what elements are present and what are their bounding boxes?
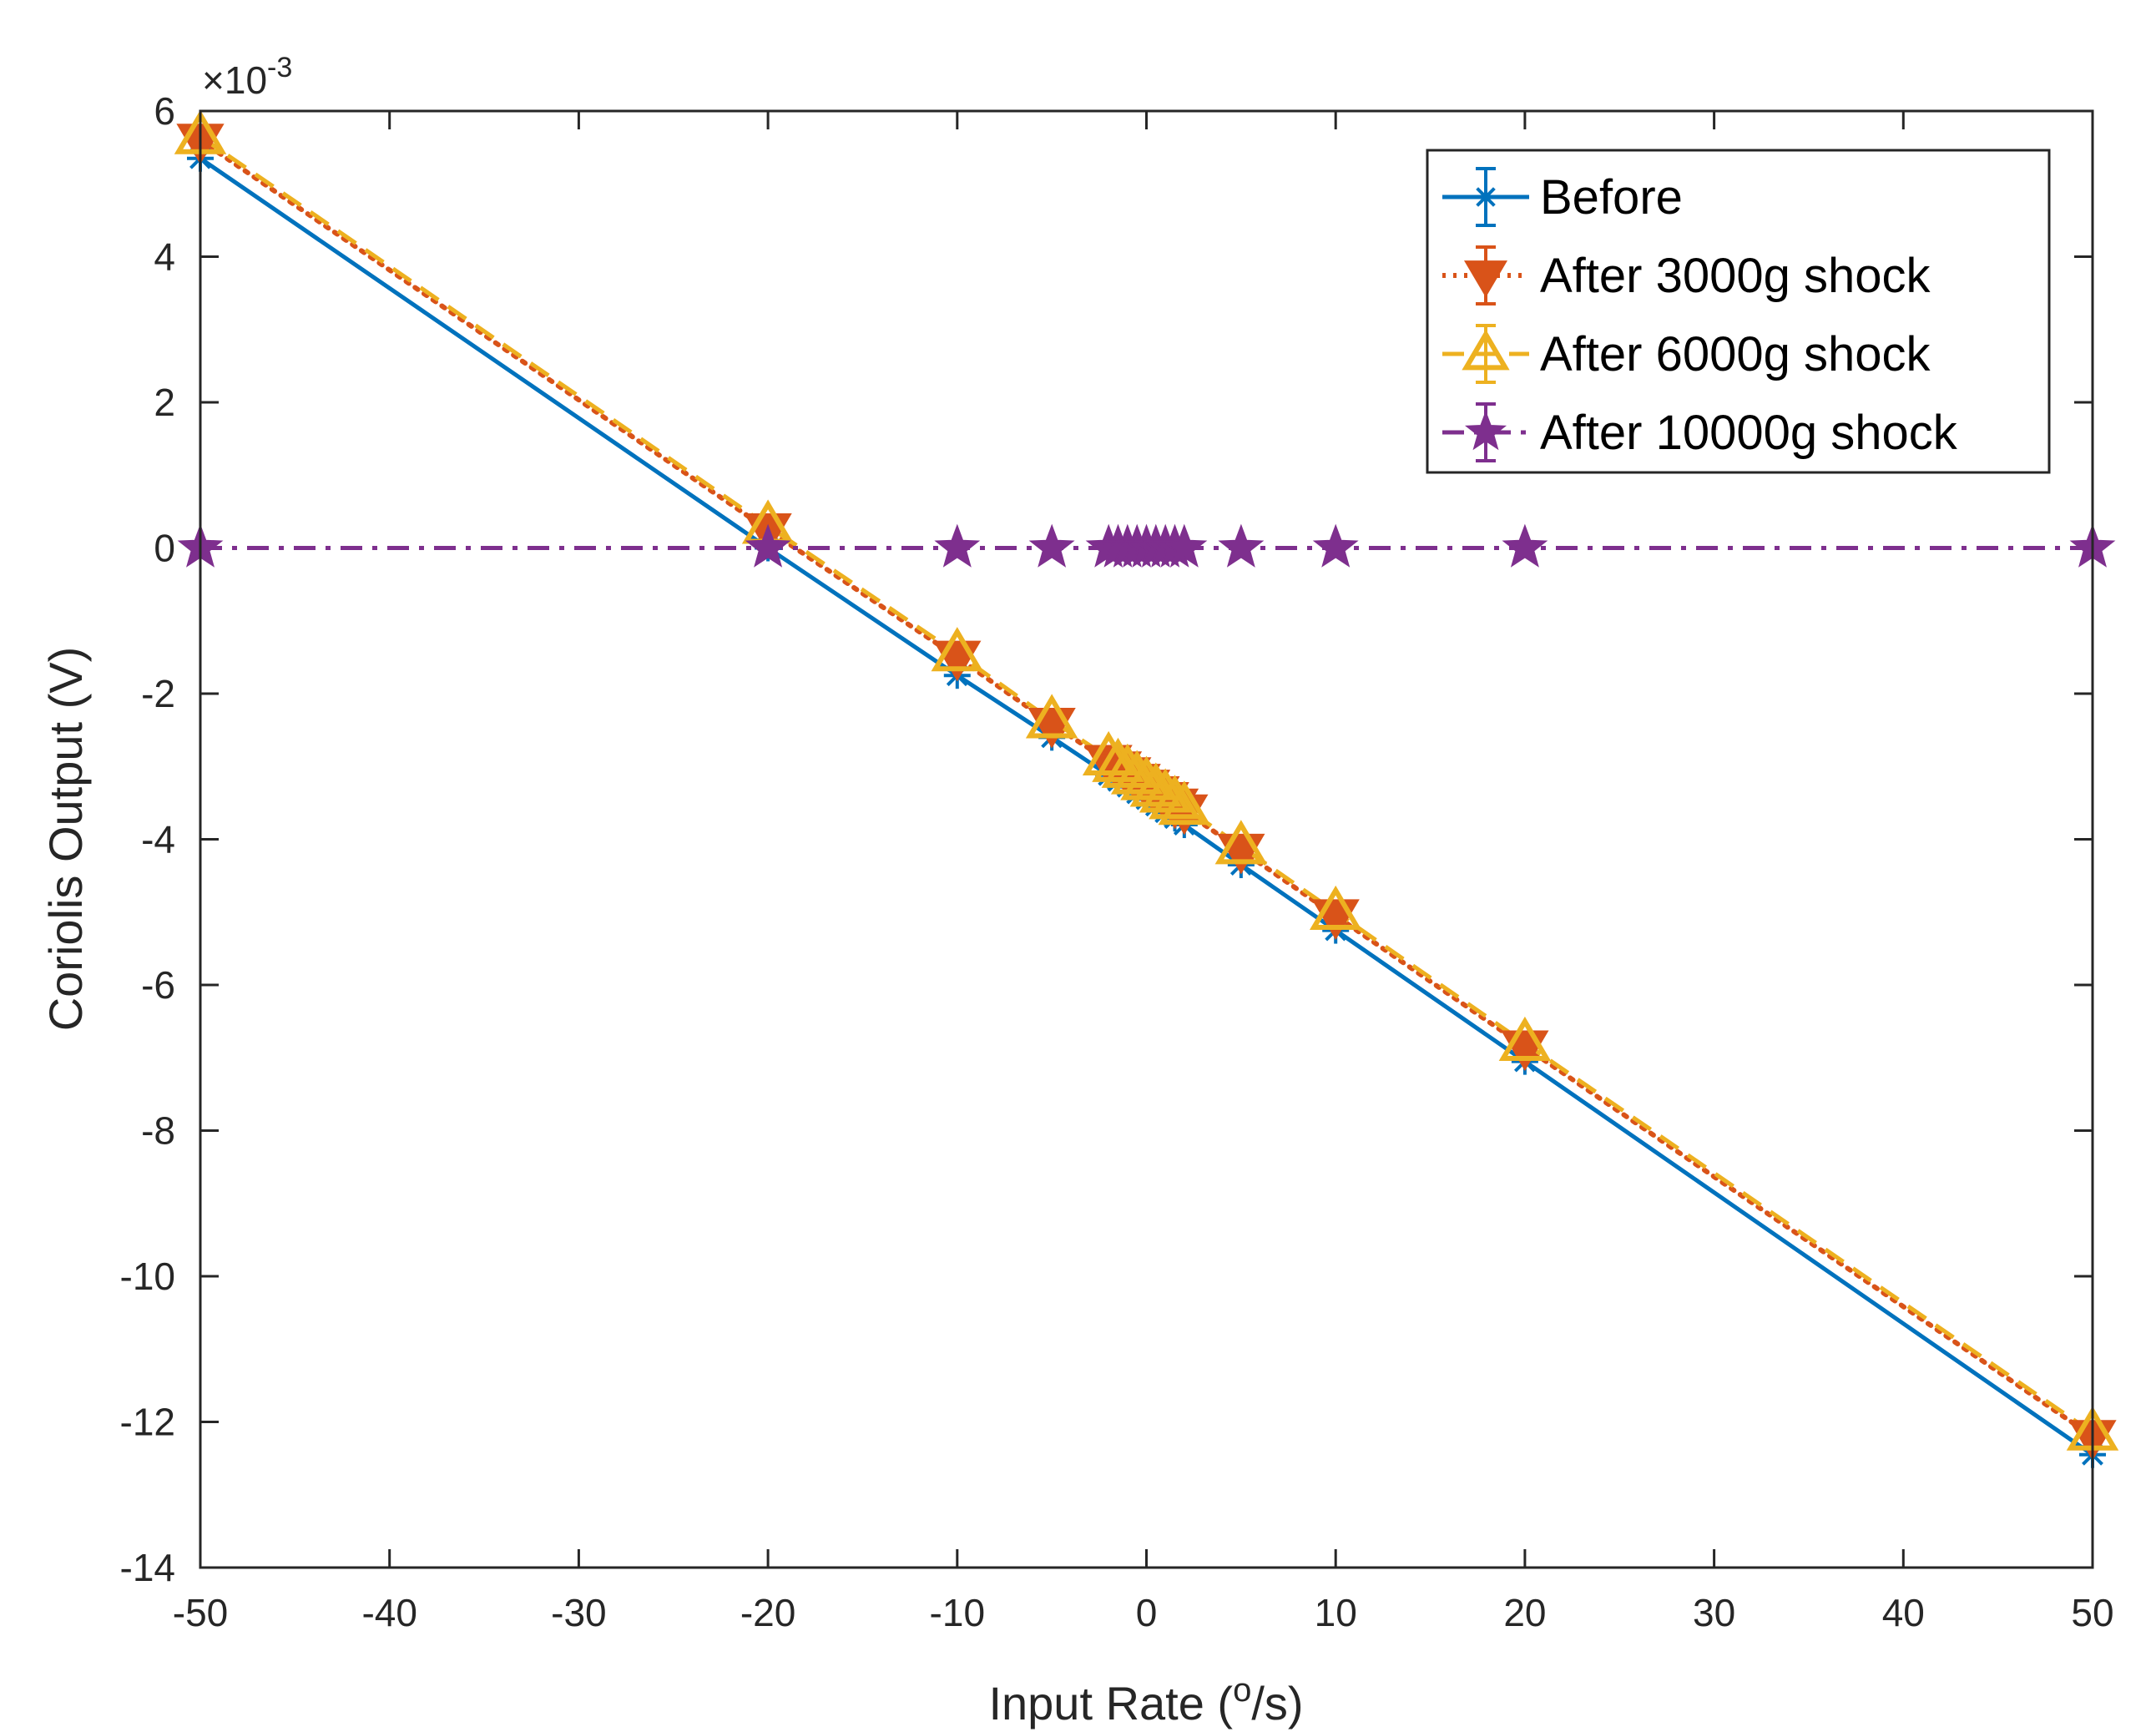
legend-label: After 10000g shock (1540, 406, 1958, 460)
x-tick-label: -40 (361, 1591, 417, 1634)
legend-box (1426, 149, 2051, 474)
data-point-s2-8 (1120, 755, 1173, 800)
y-exponent-label: ×10-3 (202, 52, 292, 102)
x-tick-label: 30 (1693, 1591, 1735, 1634)
y-tick-label: 0 (154, 527, 175, 570)
legend-marker (1462, 329, 1510, 371)
data-point-s2-6 (1101, 743, 1154, 788)
x-tick-labels: -50 -40 -30 -20 -10 0 10 20 30 40 50 (173, 1591, 2114, 1634)
y-tick-label: -4 (141, 818, 175, 861)
series-markers (174, 109, 2119, 1468)
x-tick-label: 50 (2071, 1591, 2113, 1634)
data-point-s2-3 (1025, 694, 1078, 739)
data-point-s2-12 (1158, 780, 1211, 826)
legend-entry-0: Before (1442, 167, 1683, 227)
plot-frame (199, 109, 2094, 1569)
legend-label: Before (1540, 170, 1683, 225)
data-point-s2-7 (1110, 750, 1164, 795)
data-point-s3-2 (934, 523, 981, 568)
y-tick-label: -10 (120, 1255, 175, 1298)
data-point-s3-15 (1502, 523, 1548, 568)
x-tick-label: 20 (1503, 1591, 1546, 1634)
data-point-s2-5 (1092, 737, 1144, 782)
legend-entry-1: After 3000g shock (1442, 245, 1931, 305)
legend-marker (1473, 184, 1498, 210)
y-tick-label: -8 (141, 1109, 175, 1153)
y-tick-label: -12 (120, 1401, 175, 1444)
legend-marker (1463, 260, 1508, 298)
x-tick-label: -20 (740, 1591, 795, 1634)
data-point-s3-1 (745, 523, 791, 568)
data-point-s2-15 (1498, 1016, 1552, 1061)
data-point-s3-13 (1218, 523, 1265, 568)
data-point-s3-14 (1312, 523, 1359, 568)
x-tick-label: 0 (1136, 1591, 1158, 1634)
x-tick-label: -30 (551, 1591, 606, 1634)
data-point-s2-9 (1129, 762, 1183, 807)
legend: Before After 3000g shock After 6000g shock… (1426, 149, 2051, 474)
data-point-s3-3 (1028, 523, 1075, 568)
y-tick-label: -6 (141, 963, 175, 1007)
y-tick-labels: -14 -12 -10 -8 -6 -4 -2 0 2 4 6 (120, 89, 175, 1589)
data-point-s2-4 (1082, 730, 1135, 775)
x-tick-label: -50 (173, 1591, 228, 1634)
data-point-s2-10 (1139, 768, 1192, 813)
x-tick-label: 10 (1315, 1591, 1357, 1634)
legend-marker (1464, 410, 1507, 451)
y-tick-label: 6 (154, 89, 175, 133)
data-point-s2-11 (1149, 775, 1201, 820)
y-tick-label: 2 (154, 381, 175, 424)
legend-label: After 6000g shock (1540, 327, 1931, 381)
y-axis-title: Coriolis Output (V) (39, 647, 92, 1032)
y-tick-label: 4 (154, 235, 175, 279)
data-point-s2-2 (931, 627, 984, 672)
legend-entry-2: After 6000g shock (1442, 324, 1931, 384)
x-axis-title: Input Rate (o/s) (988, 1672, 1303, 1729)
legend-label: After 3000g shock (1540, 249, 1931, 303)
y-tick-label: -14 (120, 1546, 175, 1589)
data-point-s3-12 (1161, 523, 1208, 568)
x-tick-label: 40 (1882, 1591, 1925, 1634)
data-point-s2-14 (1309, 885, 1362, 930)
legend-entry-3: After 10000g shock (1442, 402, 1958, 462)
data-point-s2-13 (1214, 820, 1268, 865)
y-tick-label: -2 (141, 672, 175, 715)
x-tick-label: -10 (930, 1591, 985, 1634)
